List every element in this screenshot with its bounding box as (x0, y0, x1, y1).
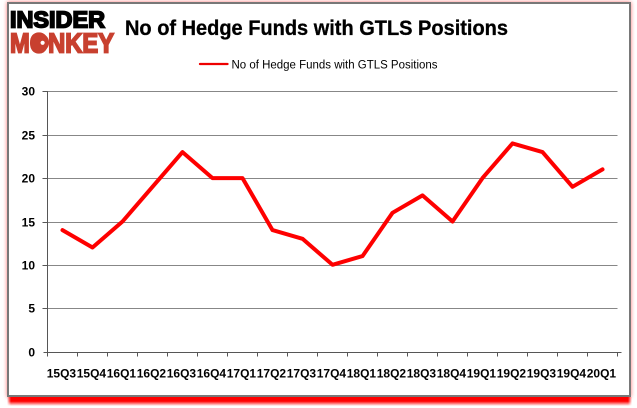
svg-text:16Q1: 16Q1 (107, 367, 137, 381)
svg-text:18Q3: 18Q3 (407, 367, 437, 381)
svg-text:15Q3: 15Q3 (47, 367, 77, 381)
svg-text:16Q2: 16Q2 (137, 367, 167, 381)
svg-text:No of Hedge Funds with GTLS Po: No of Hedge Funds with GTLS Positions (232, 60, 438, 72)
svg-text:15Q4: 15Q4 (77, 367, 107, 381)
svg-text:20: 20 (22, 171, 36, 185)
svg-text:17Q4: 17Q4 (317, 367, 347, 381)
svg-text:25: 25 (22, 128, 36, 142)
svg-text:19Q2: 19Q2 (497, 367, 527, 381)
svg-text:10: 10 (22, 258, 36, 272)
svg-text:18Q2: 18Q2 (377, 367, 407, 381)
svg-text:5: 5 (28, 301, 35, 315)
svg-text:18Q4: 18Q4 (437, 367, 467, 381)
svg-text:0: 0 (28, 345, 35, 359)
svg-text:18Q1: 18Q1 (347, 367, 377, 381)
svg-text:INSIDER: INSIDER (10, 7, 105, 33)
svg-text:30: 30 (22, 84, 36, 98)
svg-text:19Q1: 19Q1 (467, 367, 497, 381)
svg-text:19Q3: 19Q3 (527, 367, 557, 381)
svg-text:17Q2: 17Q2 (257, 367, 287, 381)
svg-text:15: 15 (22, 215, 36, 229)
svg-text:17Q1: 17Q1 (227, 367, 257, 381)
svg-text:No of Hedge Funds with GTLS Po: No of Hedge Funds with GTLS Positions (125, 17, 508, 40)
svg-text:16Q4: 16Q4 (197, 367, 227, 381)
svg-text:MONKEY: MONKEY (10, 28, 114, 59)
svg-text:19Q4: 19Q4 (557, 367, 587, 381)
svg-text:16Q3: 16Q3 (167, 367, 197, 381)
svg-text:20Q1: 20Q1 (587, 367, 617, 381)
svg-text:17Q3: 17Q3 (287, 367, 317, 381)
